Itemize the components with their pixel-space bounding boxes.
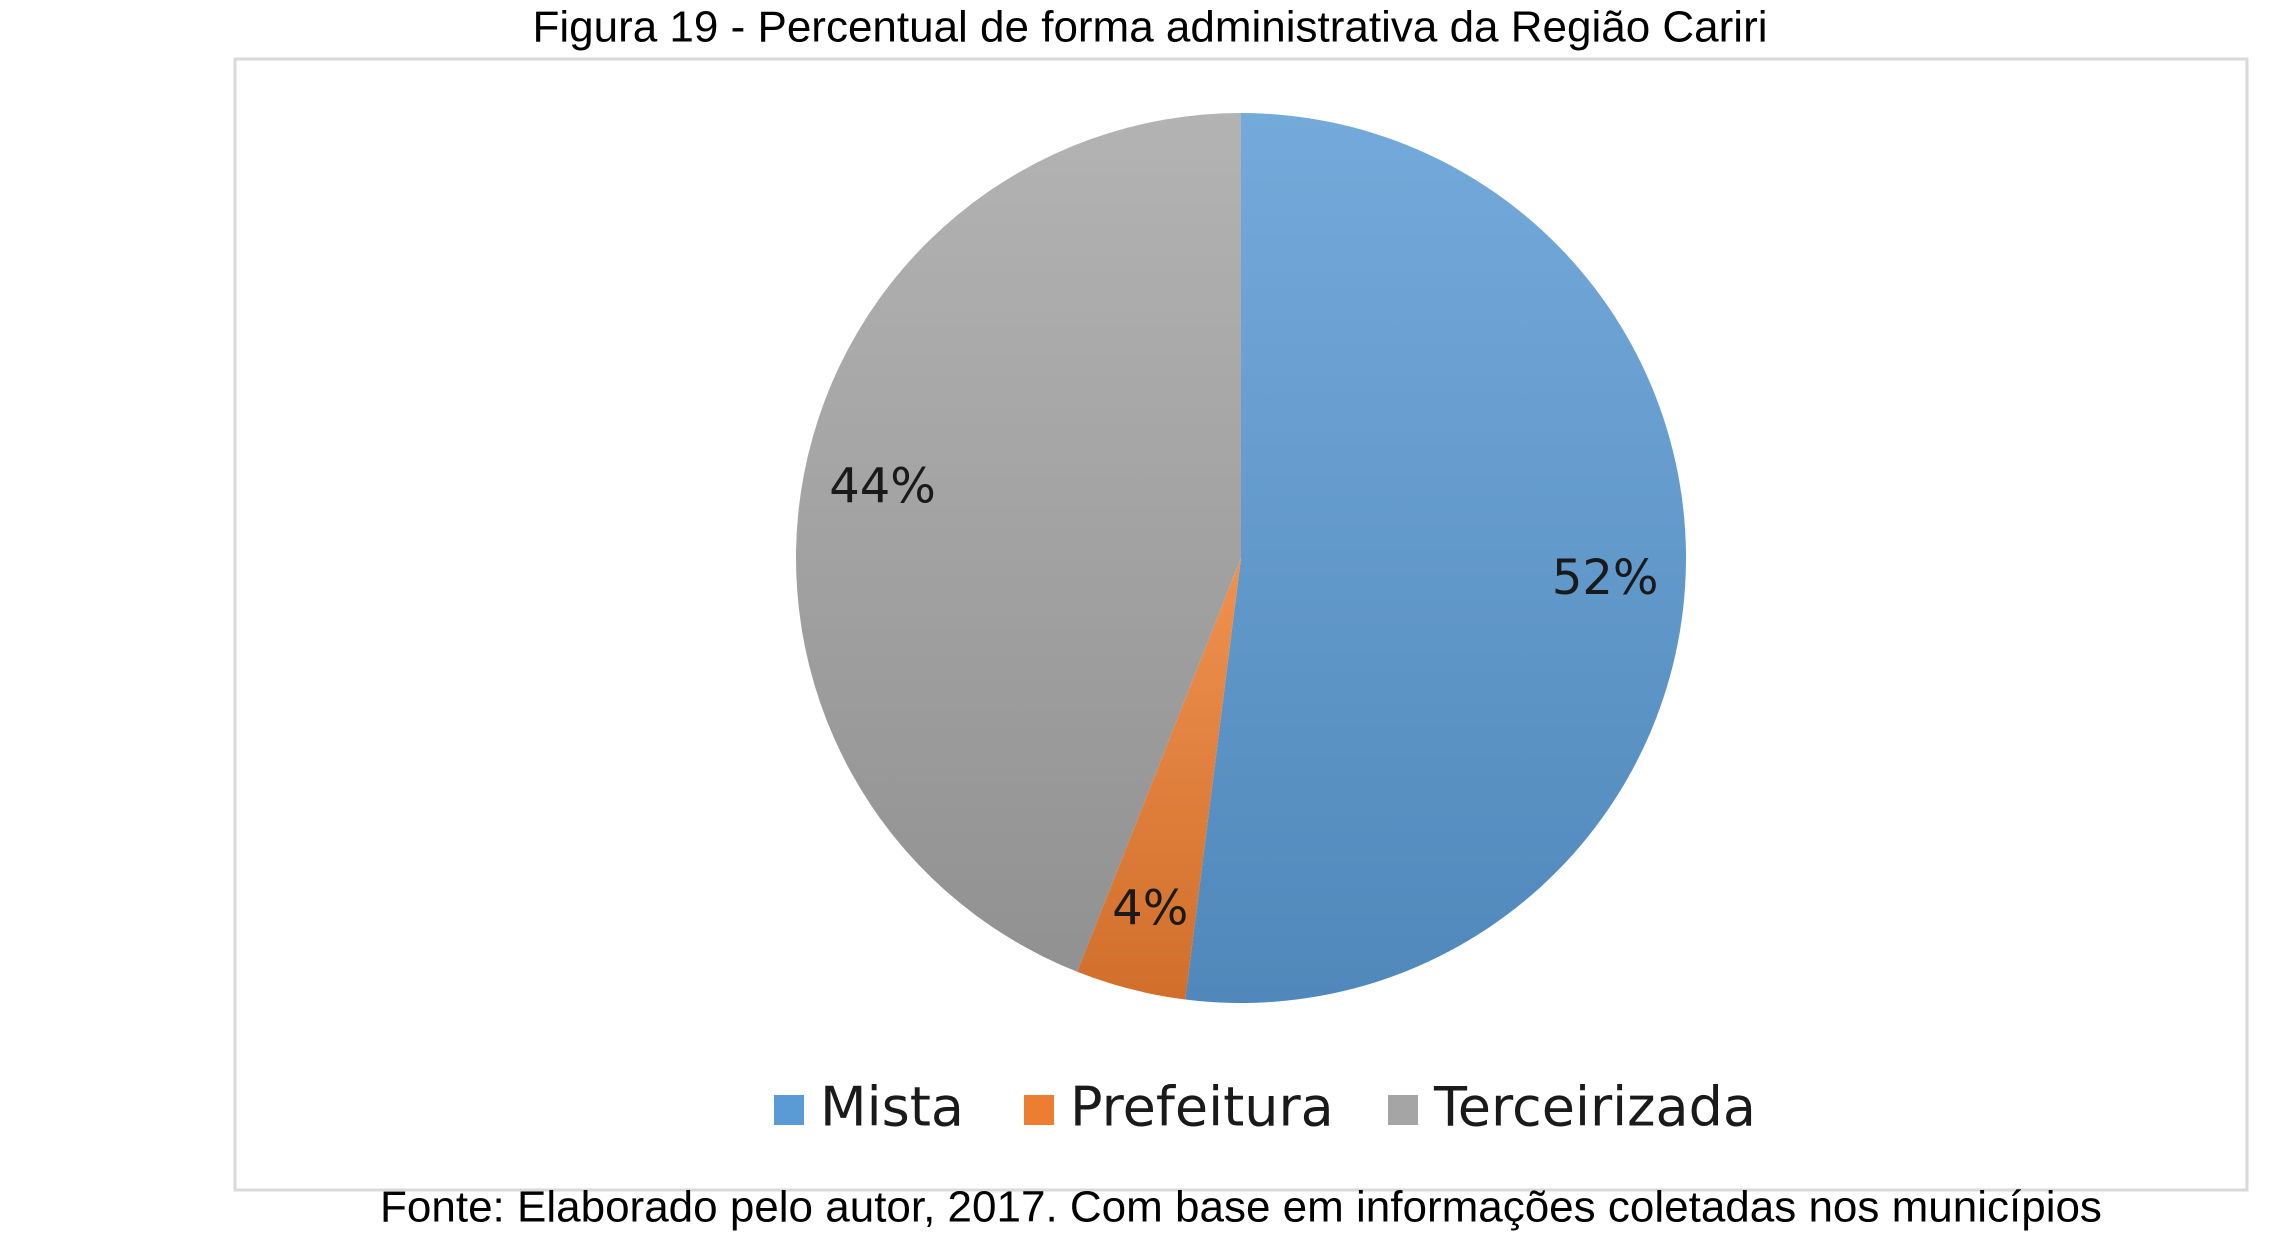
pie-slice	[1077, 558, 1241, 1000]
legend-label: Prefeitura	[1070, 1076, 1334, 1139]
pie-slice	[795, 112, 1241, 972]
source-note: Fonte: Elaborado pelo autor, 2017. Com b…	[380, 1183, 2102, 1232]
data-label: 52%	[1552, 550, 1659, 606]
pie-slice	[1185, 113, 1686, 1003]
chart-title: Figura 19 - Percentual de forma administ…	[532, 3, 1767, 52]
legend-label: Mista	[820, 1076, 964, 1139]
legend-swatch	[1388, 1095, 1418, 1125]
legend-swatch	[774, 1095, 804, 1125]
data-label: 4%	[1112, 880, 1188, 936]
legend-swatch	[1024, 1095, 1054, 1125]
legend-label: Terceirizada	[1433, 1076, 1756, 1139]
data-label: 44%	[829, 459, 936, 515]
